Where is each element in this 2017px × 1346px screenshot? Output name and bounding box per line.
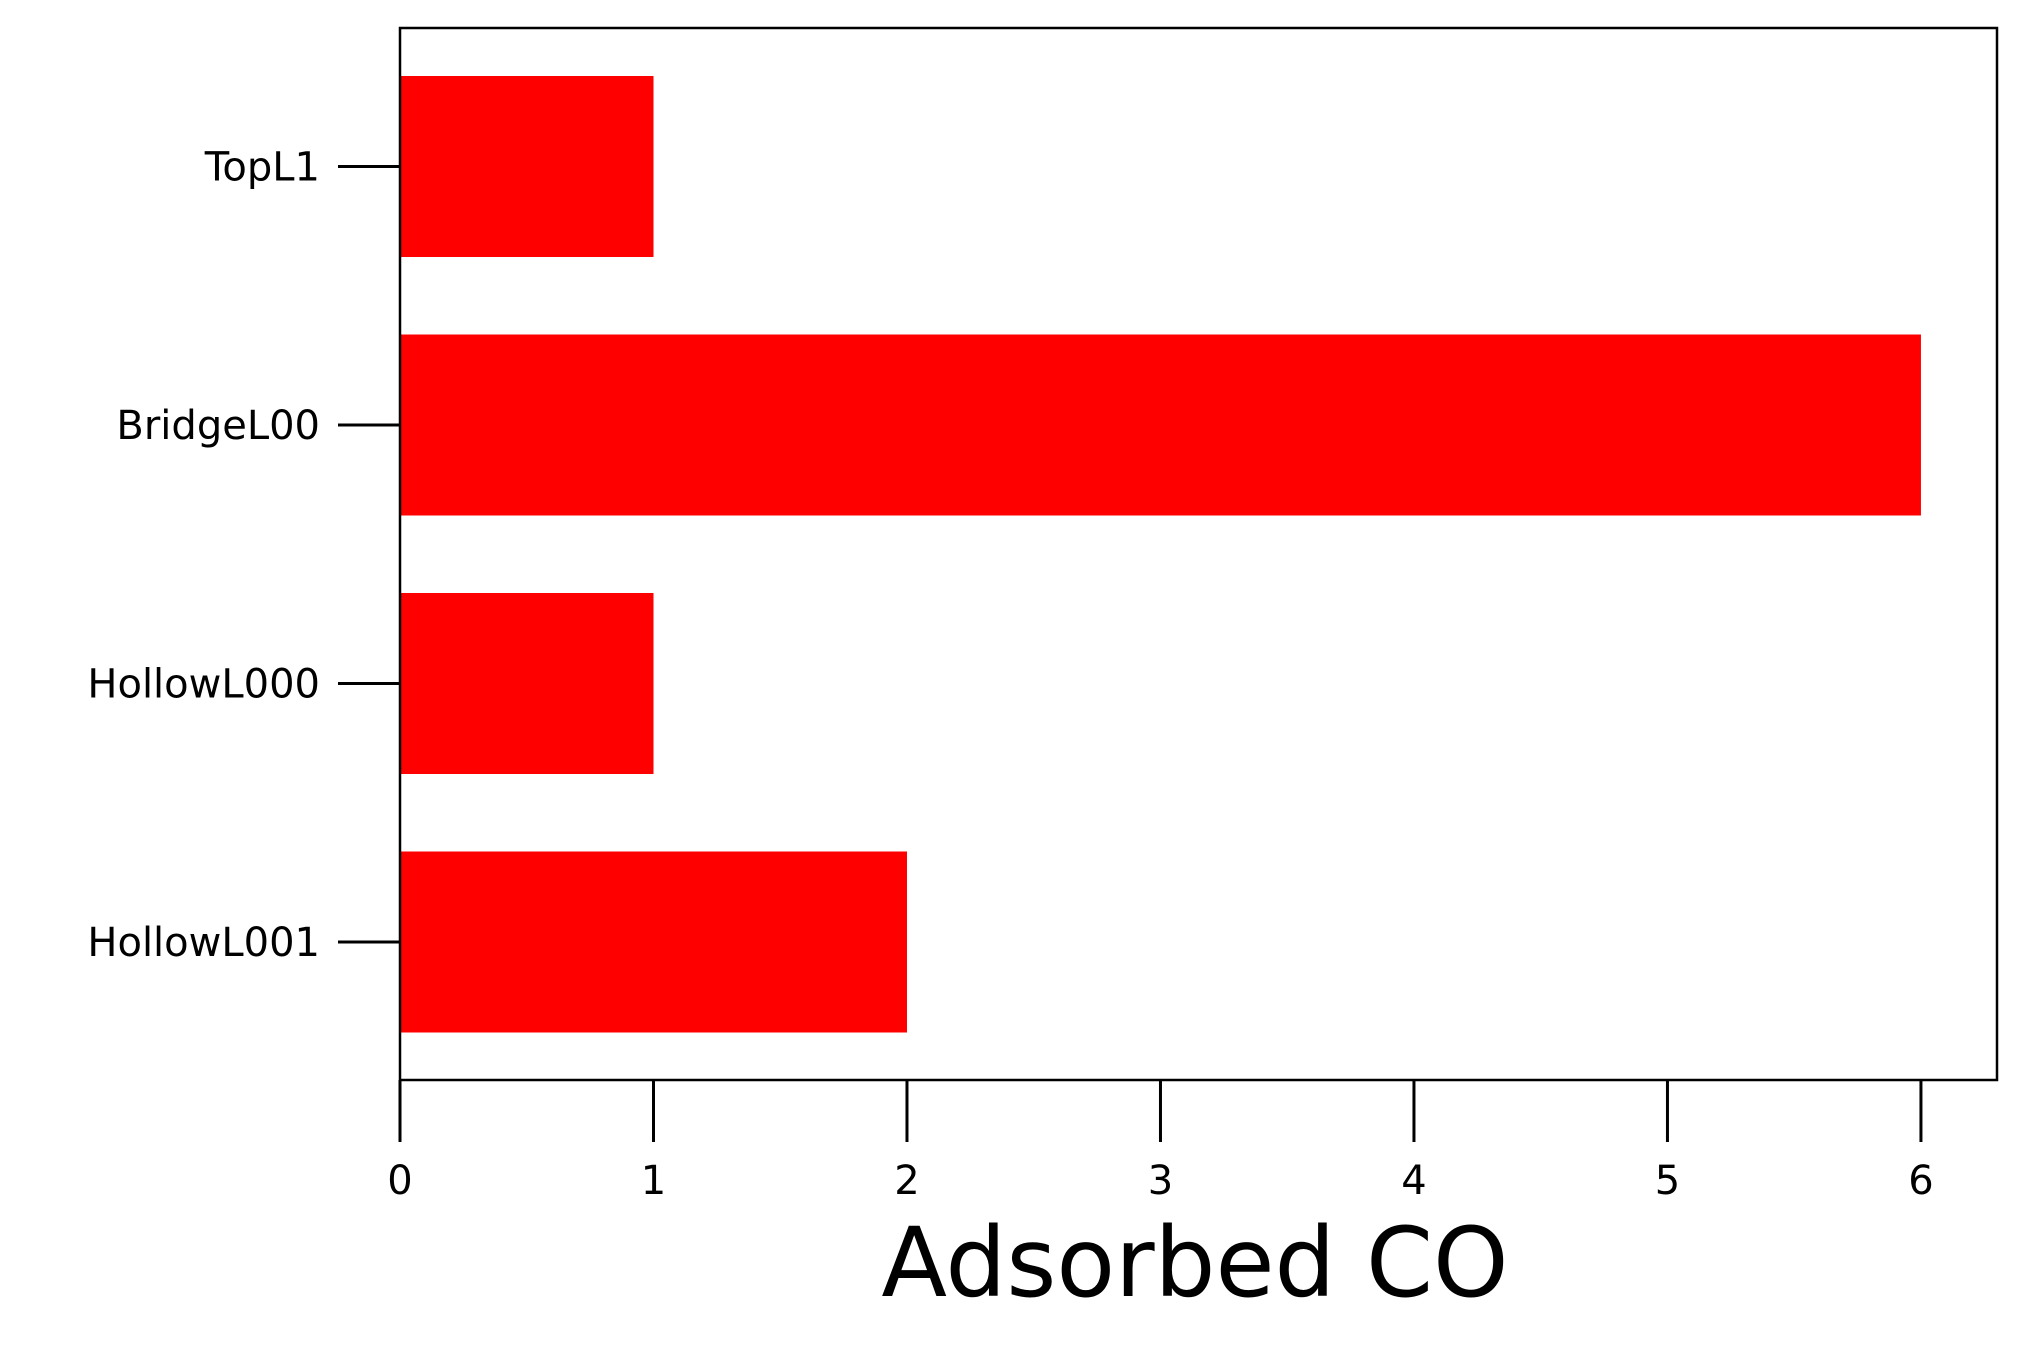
bar-bridgel00	[400, 334, 1921, 516]
x-axis-title: Adsorbed CO	[881, 1207, 1508, 1319]
y-tick-label: TopL1	[204, 145, 320, 191]
bar-hollowl001	[400, 851, 907, 1033]
x-tick-label: 2	[894, 1158, 919, 1204]
y-axis-ticks: TopL1 BridgeL00 HollowL000 HollowL001	[87, 145, 400, 966]
x-axis-ticks: 0 1 2 3 4 5 6	[387, 1080, 1934, 1204]
x-tick-label: 6	[1908, 1158, 1933, 1204]
x-tick-label: 3	[1148, 1158, 1173, 1204]
bar-topl1	[400, 76, 654, 257]
y-tick-label: BridgeL00	[116, 403, 320, 449]
plot-frame	[398, 26, 1999, 1082]
x-tick-label: 5	[1655, 1158, 1680, 1204]
y-tick-label: HollowL001	[87, 920, 320, 966]
bar-hollowl000	[400, 593, 654, 774]
x-tick-label: 4	[1401, 1158, 1426, 1204]
x-tick-label: 0	[387, 1158, 412, 1204]
bars-group	[400, 76, 1921, 1033]
y-tick-label: HollowL000	[87, 662, 320, 708]
x-tick-label: 1	[641, 1158, 666, 1204]
